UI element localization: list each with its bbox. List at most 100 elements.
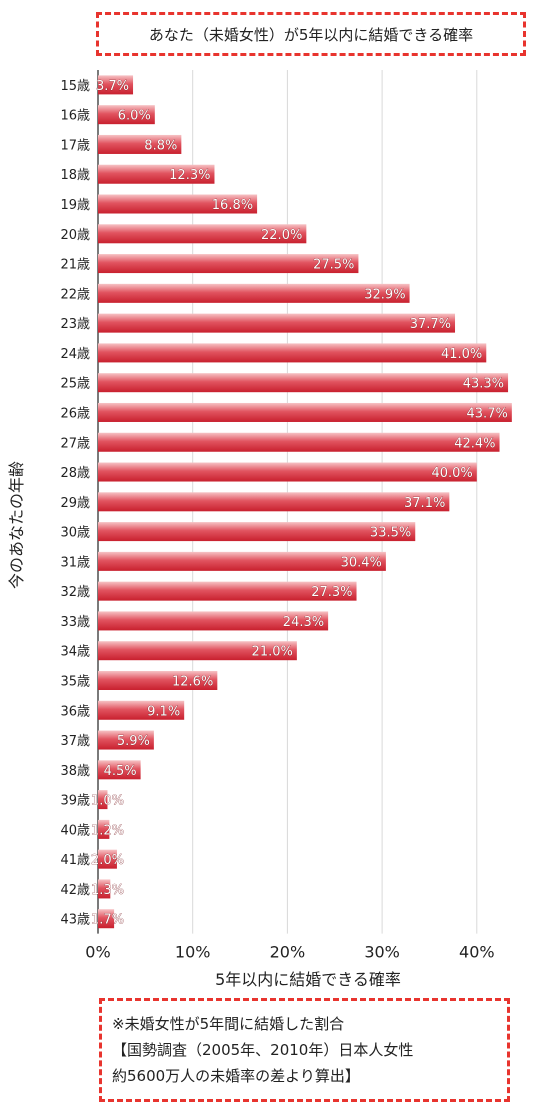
bar	[98, 134, 182, 154]
data-label: 2.0%	[91, 853, 124, 868]
x-tick-label: 40%	[459, 943, 495, 962]
data-label: 32.9%	[364, 287, 405, 302]
bar	[98, 194, 258, 214]
bar	[98, 343, 487, 363]
y-tick-label: 28歳	[60, 466, 90, 481]
bar	[98, 164, 215, 184]
bar	[98, 700, 185, 720]
data-label: 1.3%	[91, 883, 124, 898]
bar	[98, 402, 512, 422]
y-tick-label: 30歳	[60, 526, 90, 541]
bar	[98, 432, 500, 452]
bar	[98, 75, 134, 95]
y-axis-label: 今のあなたの年齢	[7, 460, 27, 590]
source-note-line-2: 【国勢調査（2005年、2010年）日本人女性	[112, 1041, 414, 1059]
bar-chart: 15歳 3.7% 16歳 6.0% 17歳 8.8% 18歳 12.3% 19歳 16.8% 20歳…	[60, 70, 512, 962]
y-tick-label: 41歳	[60, 853, 90, 868]
source-note-box: ※未婚女性が5年間に結婚した割合 【国勢調査（2005年、2010年）日本人女性…	[99, 998, 510, 1102]
x-axis-label: 5年以内に結婚できる確率	[215, 970, 401, 989]
bar	[98, 283, 410, 303]
y-tick-label: 29歳	[60, 496, 90, 511]
y-tick-label: 15歳	[60, 79, 90, 94]
y-tick-label: 27歳	[60, 436, 90, 451]
y-tick-label: 24歳	[60, 347, 90, 362]
data-label: 9.1%	[147, 704, 180, 719]
data-label: 8.8%	[144, 138, 177, 153]
data-label: 27.3%	[311, 585, 352, 600]
y-tick-label: 21歳	[60, 258, 90, 273]
bar	[98, 224, 307, 244]
bar	[98, 670, 218, 690]
bar	[98, 790, 108, 810]
x-tick-label: 20%	[270, 943, 306, 962]
bar	[98, 254, 359, 274]
y-tick-label: 40歳	[60, 823, 90, 838]
bar	[98, 730, 154, 750]
x-tick-label: 30%	[364, 943, 400, 962]
y-tick-label: 25歳	[60, 377, 90, 392]
data-label: 43.3%	[463, 377, 504, 392]
y-tick-label: 36歳	[60, 704, 90, 719]
data-label: 33.5%	[370, 526, 411, 541]
y-tick-label: 43歳	[60, 913, 90, 928]
chart-title-box: あなた（未婚女性）が5年以内に結婚できる確率	[96, 12, 526, 56]
bar	[98, 373, 509, 393]
y-tick-label: 35歳	[60, 674, 90, 689]
bar	[98, 492, 450, 512]
data-label: 27.5%	[313, 258, 354, 273]
data-label: 30.4%	[341, 555, 382, 570]
bar	[98, 819, 110, 839]
y-tick-label: 42歳	[60, 883, 90, 898]
bar	[98, 105, 155, 125]
source-note-line-1: ※未婚女性が5年間に結婚した割合	[112, 1015, 345, 1033]
y-tick-label: 33歳	[60, 615, 90, 630]
data-label: 24.3%	[283, 615, 324, 630]
data-label: 21.0%	[252, 645, 293, 660]
y-tick-label: 17歳	[60, 138, 90, 153]
data-label: 37.1%	[404, 496, 445, 511]
data-label: 40.0%	[431, 466, 472, 481]
bar	[98, 522, 416, 542]
data-label: 5.9%	[117, 734, 150, 749]
bar	[98, 909, 115, 929]
y-axis-label-wrap: 今のあなたの年齢	[0, 360, 30, 690]
y-tick-label: 38歳	[60, 764, 90, 779]
data-label: 12.6%	[172, 674, 213, 689]
x-tick-label: 0%	[85, 943, 110, 962]
bar	[98, 313, 456, 333]
data-label: 1.0%	[91, 794, 124, 809]
bar	[98, 462, 477, 482]
bar	[98, 849, 117, 869]
data-label: 42.4%	[454, 436, 495, 451]
source-note-line-3: 約5600万人の未婚率の差より算出】	[112, 1067, 360, 1085]
data-label: 22.0%	[261, 228, 302, 243]
data-label: 4.5%	[104, 764, 137, 779]
y-tick-label: 20歳	[60, 228, 90, 243]
y-tick-label: 34歳	[60, 645, 90, 660]
bar	[98, 760, 141, 780]
y-tick-label: 26歳	[60, 406, 90, 421]
data-label: 12.3%	[169, 168, 210, 183]
y-tick-label: 32歳	[60, 585, 90, 600]
y-tick-label: 19歳	[60, 198, 90, 213]
data-label: 3.7%	[96, 79, 129, 94]
data-label: 41.0%	[441, 347, 482, 362]
y-tick-label: 18歳	[60, 168, 90, 183]
bar	[98, 551, 386, 571]
data-label: 6.0%	[118, 109, 151, 124]
data-label: 1.2%	[91, 823, 124, 838]
chart-title: あなた（未婚女性）が5年以内に結婚できる確率	[148, 25, 474, 44]
data-label: 1.7%	[91, 913, 124, 928]
y-tick-label: 23歳	[60, 317, 90, 332]
bar	[98, 581, 357, 601]
y-tick-label: 37歳	[60, 734, 90, 749]
y-tick-label: 22歳	[60, 287, 90, 302]
data-label: 37.7%	[410, 317, 451, 332]
bar	[98, 641, 297, 661]
y-tick-label: 31歳	[60, 555, 90, 570]
data-label: 16.8%	[212, 198, 253, 213]
bar	[98, 879, 111, 899]
bar	[98, 611, 329, 631]
data-label: 43.7%	[467, 406, 508, 421]
y-tick-label: 16歳	[60, 109, 90, 124]
